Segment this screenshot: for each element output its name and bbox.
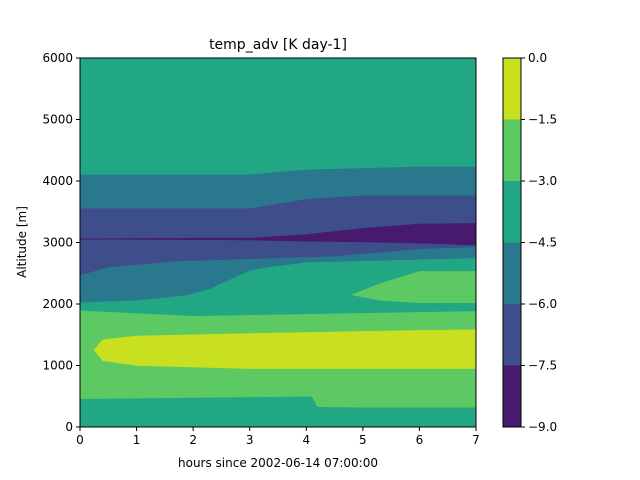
x-tick-label: 5 [359,433,367,447]
colorbar-tick-label: −3.0 [528,174,557,188]
colorbar-tick-label: −9.0 [528,420,557,434]
colorbar-swatch [503,58,521,120]
contour-region [80,195,476,276]
x-tick-label: 2 [189,433,197,447]
x-tick-label: 0 [76,433,84,447]
contour-region [93,329,476,369]
x-tick-label: 6 [416,433,424,447]
x-tick-label: 1 [133,433,141,447]
y-tick-label: 5000 [42,113,73,127]
y-tick-label: 2000 [42,297,73,311]
contour-region [80,223,476,246]
colorbar: −9.0 −7.5 −6.0 −4.5 −3.0 −1.5 0.0 [502,51,557,434]
colorbar-tick-label: 0.0 [528,51,547,65]
colorbar-swatch [503,181,521,243]
colorbar-swatch [503,242,521,304]
colorbar-tick-label: −6.0 [528,297,557,311]
colorbar-tick-label: −7.5 [528,359,557,373]
y-axis-label: Altitude [m] [15,206,29,278]
colorbar-tick-label: −1.5 [528,113,557,127]
x-tick-label: 4 [302,433,310,447]
x-tick-label: 3 [246,433,254,447]
chart-title: temp_adv [K day-1] [209,37,347,53]
y-tick-label: 6000 [42,51,73,65]
x-tick-label: 7 [472,433,480,447]
colorbar-swatch [503,119,521,181]
y-axis: 0 1000 2000 3000 4000 5000 6000 [42,51,80,434]
y-tick-label: 4000 [42,174,73,188]
y-tick-label: 3000 [42,236,73,250]
x-axis: 0 1 2 3 4 5 6 7 [76,427,480,447]
y-tick-label: 0 [65,420,73,434]
colorbar-swatch [503,304,521,366]
x-axis-label: hours since 2002-06-14 07:00:00 [178,456,378,470]
colorbar-tick-label: −4.5 [528,236,557,250]
contour-regions [80,58,476,427]
contour-region [350,271,476,304]
y-tick-label: 1000 [42,359,73,373]
colorbar-swatch [503,365,521,427]
